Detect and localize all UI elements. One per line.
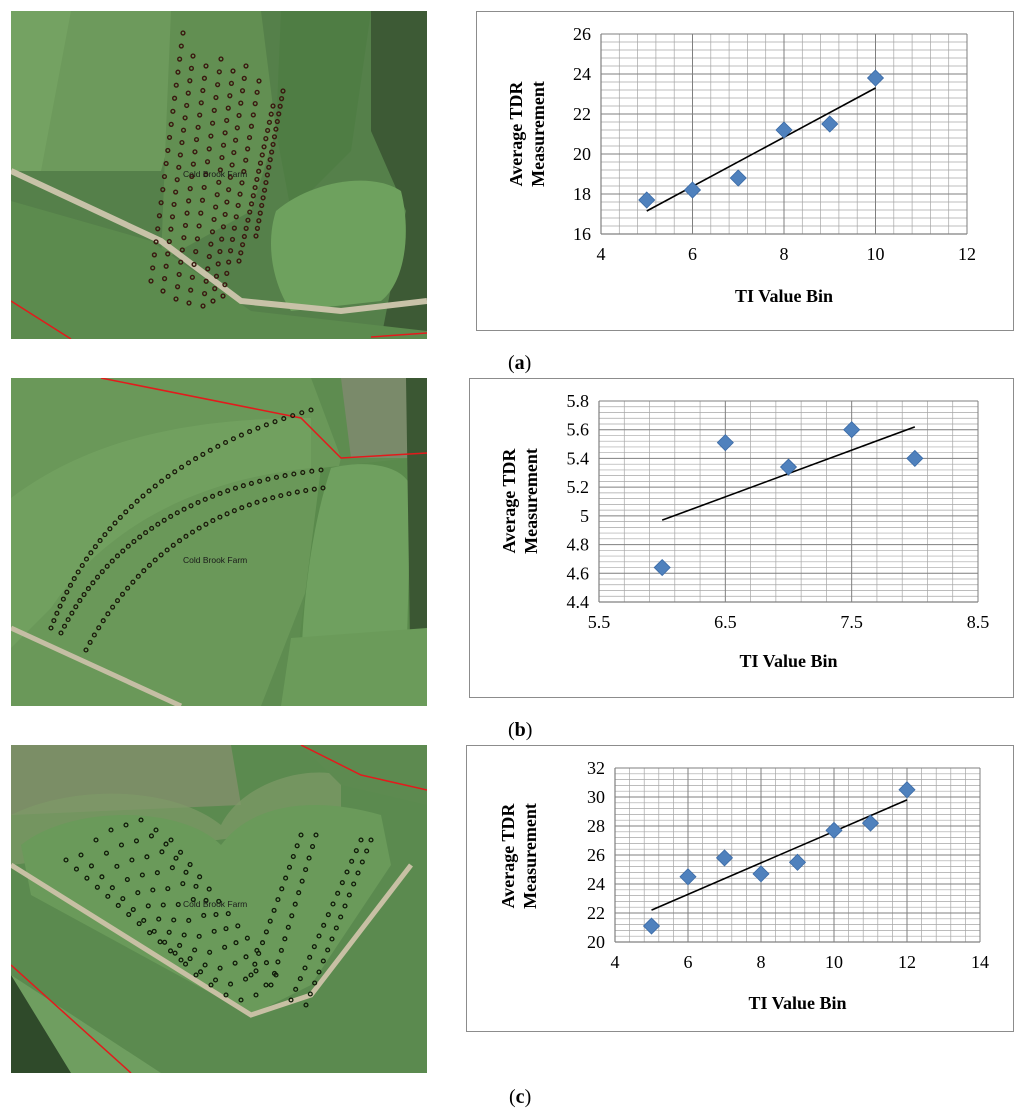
- data-point: [683, 181, 702, 199]
- data-point: [716, 434, 734, 452]
- data-point: [752, 865, 770, 883]
- data-point: [821, 115, 839, 133]
- y-tick-label: 26: [573, 24, 591, 44]
- y-tick-label: 26: [587, 845, 605, 865]
- panel-label-b: (b): [508, 719, 533, 741]
- map-image-b: Cold Brook Farm: [11, 378, 427, 706]
- x-tick-label: 6: [684, 952, 693, 972]
- y-axis-label-line: Average TDR: [498, 803, 518, 909]
- x-tick-label: 8: [780, 244, 789, 264]
- y-tick-label: 18: [573, 184, 591, 204]
- y-tick-label: 5.4: [567, 448, 590, 468]
- x-tick-label: 4: [611, 952, 620, 972]
- panel-label-a: (a): [508, 352, 532, 374]
- data-point: [679, 868, 697, 886]
- y-tick-label: 24: [587, 874, 605, 894]
- x-tick-label: 12: [898, 952, 916, 972]
- y-tick-label: 4.8: [567, 535, 590, 555]
- y-tick-label: 4.6: [567, 563, 590, 583]
- chart-c: 4 6 8 10 12 14 20 22 24 26 28 30 32 TI Value Bin Avera…: [498, 758, 989, 1013]
- data-point: [638, 191, 656, 209]
- x-tick-label: 5.5: [588, 612, 611, 632]
- data-point: [861, 814, 880, 832]
- x-tick-label: 8.5: [967, 612, 990, 632]
- y-tick-label: 16: [573, 224, 591, 244]
- map-label: Cold Brook Farm: [183, 169, 247, 179]
- data-point: [825, 821, 843, 839]
- y-axis-label-line: Average TDR: [506, 81, 526, 187]
- data-point: [788, 853, 807, 871]
- data-point: [843, 421, 861, 439]
- panel-label-c: (c): [509, 1086, 532, 1108]
- x-tick-label: 10: [825, 952, 843, 972]
- trendline: [651, 799, 908, 911]
- y-tick-label: 5.8: [567, 391, 590, 411]
- chart-b: 5.5 6.5 7.5 8.5 4.4 4.6 4.8 5 5.2 5.4 5.6 5.8 TI Val…: [499, 391, 990, 671]
- data-point: [866, 69, 885, 87]
- chart-c-frame: 4 6 8 10 12 14 20 22 24 26 28 30 32 TI Value Bin Avera…: [466, 745, 1014, 1032]
- x-tick-label: 10: [867, 244, 885, 264]
- y-tick-label: 5: [580, 506, 589, 526]
- data-point: [653, 558, 671, 577]
- x-axis-label: TI Value Bin: [748, 993, 846, 1013]
- y-tick-label: 20: [573, 144, 591, 164]
- y-tick-label: 30: [587, 787, 605, 807]
- y-axis-label-line: Measurement: [528, 81, 548, 187]
- data-point: [779, 458, 798, 476]
- x-tick-label: 6: [688, 244, 697, 264]
- x-axis-label: TI Value Bin: [739, 651, 837, 671]
- y-tick-label: 20: [587, 932, 605, 952]
- gridlines: [598, 400, 979, 603]
- map-label-c: Cold Brook Farm: [183, 899, 247, 909]
- data-point: [642, 917, 661, 935]
- x-tick-label: 7.5: [840, 612, 863, 632]
- x-tick-label: 4: [597, 244, 606, 264]
- y-tick-label: 5.2: [567, 477, 590, 497]
- data-point: [715, 849, 734, 867]
- y-axis-label: Average TDR Measurement: [506, 81, 548, 187]
- y-axis-label: Average TDR Measurement: [498, 803, 540, 909]
- x-tick-label: 8: [757, 952, 766, 972]
- y-tick-label: 28: [587, 816, 605, 836]
- x-tick-label: 6.5: [714, 612, 737, 632]
- x-axis-label: TI Value Bin: [735, 286, 833, 306]
- x-tick-label: 14: [971, 952, 989, 972]
- map-image-a: Cold Brook Farm: [11, 11, 427, 339]
- y-tick-label: 5.6: [567, 420, 590, 440]
- trendline: [646, 87, 876, 212]
- chart-a-frame: 4 6 8 10 12 16 18 20 22 24 26 TI Value Bin Average T…: [476, 11, 1014, 331]
- y-axis-label-line: Measurement: [520, 803, 540, 909]
- y-tick-label: 22: [587, 903, 605, 923]
- chart-a: 4 6 8 10 12 16 18 20 22 24 26 TI Value Bin Average T…: [506, 24, 976, 306]
- y-tick-label: 22: [573, 104, 591, 124]
- x-tick-label: 12: [958, 244, 976, 264]
- y-axis-label: Average TDR Measurement: [499, 448, 541, 554]
- map-image-c: Cold Brook Farm: [11, 745, 427, 1073]
- y-axis-label-line: Measurement: [521, 448, 541, 554]
- gridlines: [600, 33, 968, 235]
- y-tick-label: 4.4: [567, 592, 590, 612]
- y-tick-label: 32: [587, 758, 605, 778]
- y-tick-label: 24: [573, 64, 591, 84]
- data-point: [906, 449, 924, 467]
- chart-b-frame: 5.5 6.5 7.5 8.5 4.4 4.6 4.8 5 5.2 5.4 5.6 5.8 TI Val…: [469, 378, 1014, 698]
- y-axis-label-line: Average TDR: [499, 448, 519, 554]
- map-label-b: Cold Brook Farm: [183, 555, 247, 565]
- data-point: [775, 121, 793, 139]
- data-point: [898, 781, 916, 799]
- data-point: [729, 169, 747, 187]
